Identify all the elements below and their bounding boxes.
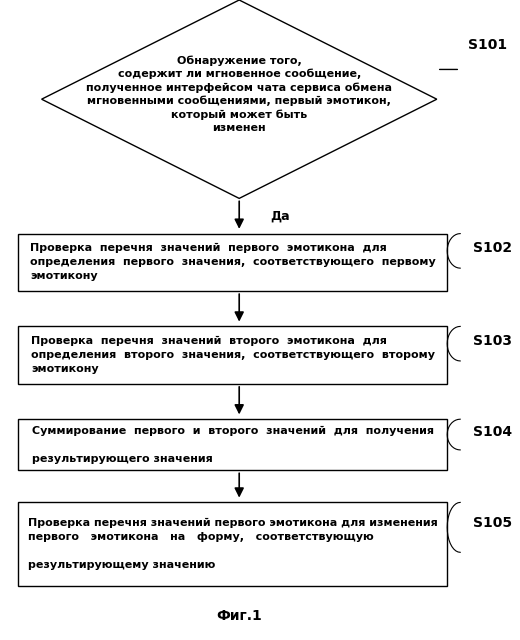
Bar xyxy=(18,326,447,384)
Text: Да: Да xyxy=(270,210,290,223)
Text: Проверка  перечня  значений  первого  эмотикона  для
определения  первого  значе: Проверка перечня значений первого эмотик… xyxy=(30,243,436,282)
Text: Проверка перечня значений первого эмотикона для изменения
первого   эмотикона   : Проверка перечня значений первого эмотик… xyxy=(28,518,438,570)
Text: Фиг.1: Фиг.1 xyxy=(216,609,262,623)
Text: Проверка  перечня  значений  второго  эмотикона  для
определения  второго  значе: Проверка перечня значений второго эмотик… xyxy=(31,336,435,374)
Text: S104: S104 xyxy=(473,425,512,439)
Text: Обнаружение того,
содержит ли мгновенное сообщение,
полученное интерфейсом чата : Обнаружение того, содержит ли мгновенное… xyxy=(86,56,392,132)
Text: S102: S102 xyxy=(473,241,512,255)
Text: Суммирование  первого  и  второго  значений  для  получения

результирующего зна: Суммирование первого и второго значений … xyxy=(32,426,434,464)
Text: S105: S105 xyxy=(473,516,512,530)
Bar xyxy=(18,419,447,470)
Text: S103: S103 xyxy=(473,334,512,348)
Bar xyxy=(18,234,447,291)
Polygon shape xyxy=(42,0,437,198)
Bar xyxy=(18,502,447,586)
Text: S101: S101 xyxy=(468,38,507,52)
